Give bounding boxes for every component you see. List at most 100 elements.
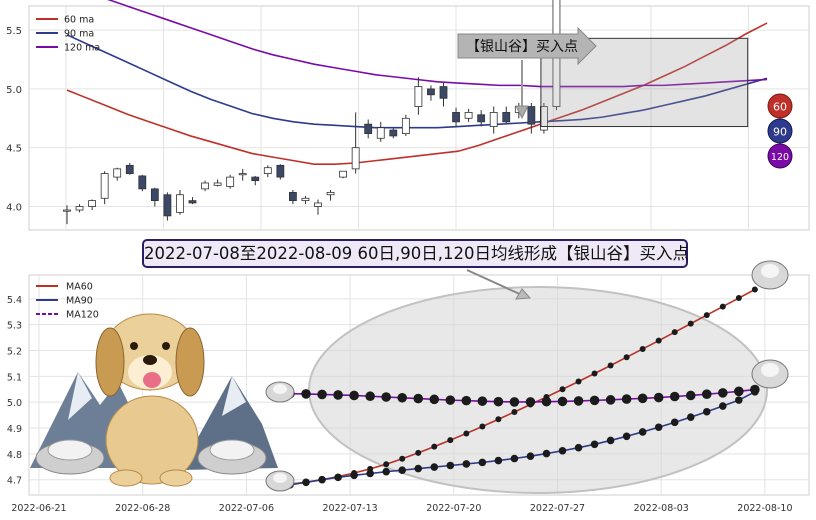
candle-body bbox=[376, 127, 385, 139]
bottom-y-tick: 4.7 bbox=[7, 476, 22, 487]
ma-point-ma90 bbox=[350, 471, 358, 480]
candle-body bbox=[138, 175, 147, 190]
ma-point-ma120 bbox=[669, 391, 680, 402]
ma-point-ma90 bbox=[510, 454, 519, 463]
ma-point-ma90 bbox=[654, 423, 663, 432]
ma-point-ma120 bbox=[637, 393, 648, 404]
ma-point-ma90 bbox=[686, 413, 695, 421]
badge-120: 120 bbox=[771, 152, 789, 163]
candle-body bbox=[339, 170, 348, 178]
ma-point-ma90 bbox=[366, 469, 374, 478]
ma-point-ma90 bbox=[670, 418, 679, 427]
bottom-y-tick: 5.3 bbox=[7, 321, 22, 332]
legend-label: MA90 bbox=[66, 296, 93, 307]
ma-point-ma120 bbox=[701, 389, 712, 399]
bottom-x-tick: 2022-08-10 bbox=[737, 503, 792, 514]
ma-point-ma90 bbox=[446, 461, 455, 470]
candle-body bbox=[163, 194, 172, 217]
ma-point-ma60 bbox=[431, 443, 438, 450]
legend-label: MA120 bbox=[66, 310, 99, 321]
top-legend: 60 ma 90 ma 120 ma bbox=[36, 15, 100, 54]
candle-body bbox=[489, 112, 498, 127]
candle-body bbox=[326, 191, 335, 196]
bottom-y-tick: 5.0 bbox=[7, 398, 22, 409]
ma-point-ma120 bbox=[445, 395, 456, 405]
ma-point-ma120 bbox=[349, 390, 359, 401]
bottom-x-tick: 2022-07-06 bbox=[219, 503, 274, 514]
candle-body bbox=[439, 86, 448, 99]
highlight-ellipse bbox=[308, 286, 768, 494]
ma-point-ma120 bbox=[718, 388, 728, 398]
candle-body bbox=[88, 200, 96, 207]
ma-point-ma120 bbox=[493, 396, 504, 407]
bottom-y-tick: 5.4 bbox=[7, 295, 22, 306]
ma-point-ma120 bbox=[589, 395, 600, 406]
candle-body bbox=[125, 164, 134, 174]
ma-point-ma120 bbox=[381, 392, 391, 402]
candle-body bbox=[351, 147, 360, 170]
ma-point-ma90 bbox=[542, 449, 551, 458]
ma-point-ma120 bbox=[461, 395, 472, 406]
ma-point-ma60 bbox=[383, 461, 390, 468]
legend-label: 60 ma bbox=[64, 15, 94, 26]
candle-body bbox=[540, 106, 548, 131]
ma-point-ma90 bbox=[334, 473, 342, 482]
top-ma-line bbox=[66, 34, 768, 129]
ma-point-ma60 bbox=[447, 437, 454, 444]
pointer-arrow bbox=[466, 269, 532, 300]
ma-point-ma60 bbox=[607, 362, 614, 369]
ma-point-ma90 bbox=[590, 440, 599, 449]
ma-badges: 60 90 120 bbox=[767, 93, 793, 169]
ma-point-ma60 bbox=[399, 455, 406, 462]
candle-body bbox=[100, 173, 109, 199]
ma-point-ma60 bbox=[511, 408, 518, 415]
bottom-x-tick: 2022-08-03 bbox=[634, 503, 689, 514]
candle-body bbox=[63, 209, 71, 212]
ma-point-ma90 bbox=[574, 443, 583, 452]
top-moving-averages bbox=[66, 0, 768, 165]
top-y-tick: 5.5 bbox=[6, 26, 22, 37]
ma-point-ma60 bbox=[415, 449, 422, 456]
top-y-tick: 5.0 bbox=[6, 85, 22, 96]
dog-illustration bbox=[30, 313, 278, 487]
ma-point-ma120 bbox=[750, 384, 760, 395]
ma-point-ma120 bbox=[525, 397, 536, 407]
ma-point-ma120 bbox=[477, 396, 488, 406]
bottom-y-tick: 5.2 bbox=[7, 347, 22, 358]
bottom-y-tick-labels: 4.7 4.8 4.9 5.0 5.1 5.2 5.3 5.4 bbox=[7, 295, 22, 487]
bottom-y-tick: 4.8 bbox=[7, 450, 22, 461]
ma-point-ma90 bbox=[622, 432, 631, 441]
candle-body bbox=[527, 106, 536, 125]
ma-point-ma60 bbox=[735, 295, 742, 302]
legend-label: 90 ma bbox=[64, 29, 94, 40]
candle-body bbox=[276, 164, 285, 178]
top-ma-line bbox=[66, 22, 768, 165]
candle-body bbox=[452, 112, 460, 123]
ma-point-ma60 bbox=[623, 354, 630, 361]
top-y-tick: 4.0 bbox=[6, 203, 22, 214]
candle-body bbox=[477, 114, 486, 123]
ma-point-ma60 bbox=[463, 430, 470, 437]
ma-point-ma90 bbox=[398, 466, 407, 474]
ma-point-ma60 bbox=[687, 320, 694, 327]
ma-point-ma90 bbox=[638, 428, 647, 436]
candle-body bbox=[75, 206, 84, 211]
candle-body bbox=[288, 191, 297, 202]
ma-point-ma120 bbox=[509, 397, 520, 407]
ma-point-ma90 bbox=[478, 458, 487, 467]
candle-body bbox=[213, 182, 222, 186]
bottom-legend: MA60 MA90 MA120 bbox=[36, 282, 99, 321]
ma-point-ma120 bbox=[397, 392, 408, 403]
top-y-tick: 4.5 bbox=[6, 144, 22, 155]
bottom-x-tick: 2022-06-21 bbox=[11, 503, 66, 514]
badge-60: 60 bbox=[773, 101, 787, 114]
ma-point-ma60 bbox=[655, 337, 662, 344]
candle-body bbox=[238, 173, 247, 176]
ma-point-ma120 bbox=[317, 389, 327, 400]
ma-point-ma90 bbox=[430, 463, 439, 471]
ma-point-ma120 bbox=[429, 394, 440, 405]
ma-point-ma60 bbox=[719, 303, 726, 310]
ma-point-ma120 bbox=[685, 390, 696, 401]
legend-label: 120 ma bbox=[64, 43, 100, 54]
